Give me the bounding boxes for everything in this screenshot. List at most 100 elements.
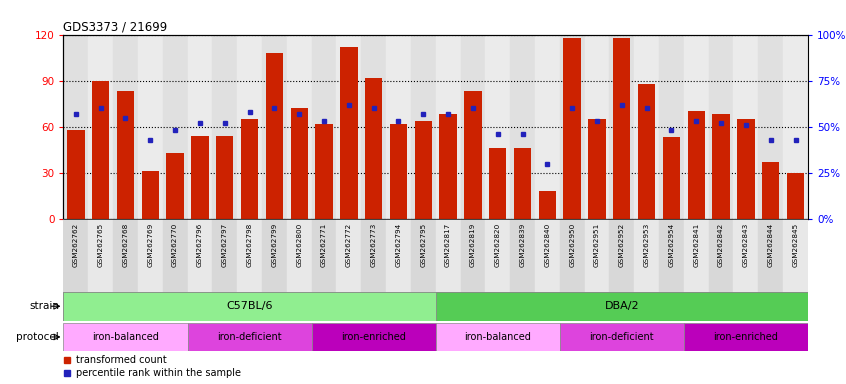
Bar [688,111,705,219]
Text: GSM262771: GSM262771 [321,223,327,267]
Bar [340,47,358,219]
Bar [241,119,258,219]
Text: DBA/2: DBA/2 [605,301,639,311]
Bar [411,219,436,292]
Text: GSM262819: GSM262819 [470,223,476,267]
Bar [162,35,188,219]
Bar [138,35,162,219]
Text: strain: strain [30,301,59,311]
Bar [361,219,386,292]
Bar [88,35,113,219]
Bar [762,162,779,219]
Bar [63,292,436,321]
Bar [609,35,634,219]
Bar [563,38,581,219]
Bar [237,219,262,292]
Bar [88,219,113,292]
Bar [141,171,159,219]
Text: GSM262954: GSM262954 [668,223,674,267]
Text: GSM262842: GSM262842 [718,223,724,267]
Bar [311,219,337,292]
Bar [138,219,162,292]
Bar [167,153,184,219]
Text: percentile rank within the sample: percentile rank within the sample [76,368,241,379]
Bar [212,219,237,292]
Text: protocol: protocol [16,332,59,342]
Text: GSM262769: GSM262769 [147,223,153,267]
Bar [237,35,262,219]
Text: iron-balanced: iron-balanced [92,332,159,342]
Bar [709,219,733,292]
Bar [684,219,709,292]
Text: GSM262953: GSM262953 [644,223,650,267]
Bar [609,219,634,292]
Bar [535,35,560,219]
Bar [287,219,311,292]
Bar [188,323,311,351]
Text: GSM262794: GSM262794 [395,223,402,267]
Bar [212,35,237,219]
Bar [486,35,510,219]
Text: GSM262951: GSM262951 [594,223,600,267]
Bar [539,191,556,219]
Text: C57BL/6: C57BL/6 [227,301,272,311]
Bar [162,219,188,292]
Bar [266,53,283,219]
Text: iron-balanced: iron-balanced [464,332,531,342]
Bar [92,81,109,219]
Text: GSM262950: GSM262950 [569,223,575,267]
Bar [489,148,507,219]
Bar [758,35,783,219]
Bar [709,35,733,219]
Text: iron-deficient: iron-deficient [217,332,282,342]
Bar [337,35,361,219]
Bar [460,35,486,219]
Text: iron-deficient: iron-deficient [590,332,654,342]
Bar [188,35,212,219]
Bar [783,219,808,292]
Bar [316,124,332,219]
Text: iron-enriched: iron-enriched [713,332,778,342]
Bar [560,35,585,219]
Bar [588,119,606,219]
Bar [361,35,386,219]
Bar [684,323,808,351]
Text: GSM262817: GSM262817 [445,223,451,267]
Text: GSM262770: GSM262770 [172,223,179,267]
Bar [287,35,311,219]
Bar [535,219,560,292]
Text: GSM262798: GSM262798 [246,223,253,267]
Text: GSM262795: GSM262795 [420,223,426,267]
Bar [439,114,457,219]
Bar [659,35,684,219]
Bar [117,91,135,219]
Bar [733,219,758,292]
Bar [613,38,630,219]
Text: GSM262772: GSM262772 [346,223,352,267]
Bar [113,35,138,219]
Bar [216,136,233,219]
Bar [460,219,486,292]
Bar [337,219,361,292]
Bar [67,130,85,219]
Text: GSM262796: GSM262796 [197,223,203,267]
Bar [514,148,531,219]
Bar [191,136,209,219]
Text: transformed count: transformed count [76,355,168,365]
Text: GSM262800: GSM262800 [296,223,302,267]
Bar [311,35,337,219]
Text: GSM262952: GSM262952 [618,223,625,267]
Bar [188,219,212,292]
Bar [311,323,436,351]
Bar [712,114,730,219]
Bar [411,35,436,219]
Text: GSM262799: GSM262799 [272,223,277,267]
Bar [415,121,432,219]
Text: GSM262773: GSM262773 [371,223,376,267]
Bar [436,35,460,219]
Bar [659,219,684,292]
Bar [63,35,88,219]
Bar [560,323,684,351]
Bar [436,219,460,292]
Bar [486,219,510,292]
